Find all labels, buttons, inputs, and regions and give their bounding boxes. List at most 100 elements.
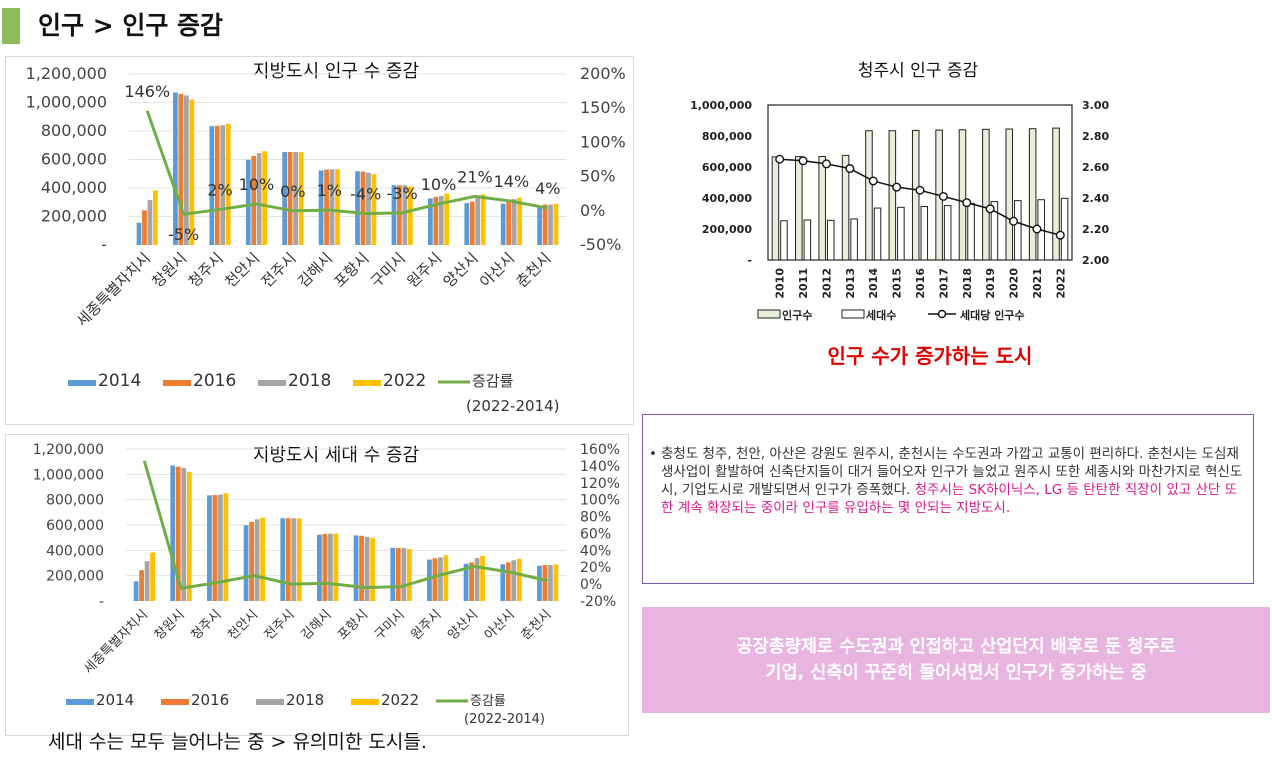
- bar-2014: [245, 159, 251, 245]
- y-tick-label: 1,000,000: [33, 467, 104, 483]
- bar-2018: [328, 533, 333, 601]
- bar-2022: [406, 549, 412, 601]
- y-tick-label: 600,000: [46, 518, 104, 534]
- rate-data-label: -3%: [387, 184, 418, 203]
- x-tick-label: 전주시: [262, 607, 298, 643]
- bar-세대수: [780, 220, 788, 261]
- bar-2022: [225, 123, 231, 245]
- bar-2016: [142, 210, 147, 245]
- summary-line-2: 기업, 신축이 꾸준히 들어서면서 인구가 증가하는 중: [765, 663, 1147, 683]
- bar-인구수: [982, 128, 990, 261]
- household-chart: 지방도시 세대 수 증감 1,200,000 1,000,000 800,000 60…: [33, 442, 620, 727]
- bar-2018: [402, 185, 408, 245]
- bar-인구수: [958, 129, 967, 261]
- bar-2018: [291, 518, 297, 601]
- x-tick-label: 2012: [820, 268, 833, 299]
- bar-세대수: [1060, 197, 1069, 261]
- bar-2022: [480, 194, 486, 245]
- bar-2022: [333, 533, 339, 601]
- rate-data-label: 14%: [494, 172, 530, 191]
- bar-세대수: [990, 201, 999, 261]
- per-household-marker: [775, 154, 785, 164]
- bar-2022: [371, 174, 377, 245]
- x-tick-label: 창원시: [152, 607, 188, 643]
- legend-swatch-세대수: [841, 309, 865, 319]
- bar-2022: [444, 193, 450, 245]
- legend-label: 증감률: [470, 694, 506, 709]
- x-tick-label: 춘천시: [519, 607, 555, 643]
- bar-2022: [189, 99, 195, 246]
- bar-2016: [542, 204, 548, 245]
- rate-data-label: 21%: [457, 167, 493, 186]
- bar-2014: [170, 465, 176, 601]
- per-household-marker: [1009, 216, 1019, 226]
- y-tick-label: 1,200,000: [33, 442, 104, 458]
- bar-2022: [223, 493, 229, 601]
- per-household-marker: [1055, 230, 1065, 240]
- y-tick-label: 200,000: [702, 223, 752, 236]
- x-tick-label: 원주시: [409, 607, 445, 643]
- x-tick-label: 김해시: [299, 607, 335, 643]
- bar-2018: [181, 468, 187, 601]
- y-tick-label: -: [747, 254, 752, 267]
- population-chart: 지방도시 인구 수 증감 1,200,000 1,000,000 800,000 60…: [26, 61, 626, 415]
- x-tick-label: 2010: [774, 268, 787, 299]
- bar-인구수: [865, 130, 873, 261]
- bar-2016: [322, 533, 328, 601]
- y2-tick-label: 3.00: [1082, 99, 1109, 112]
- y-tick-label: 1,000,000: [690, 99, 752, 112]
- x-tick-label: 양산시: [445, 607, 481, 643]
- legend-label: 2022: [383, 371, 426, 391]
- x-tick-label: 청주시: [189, 607, 225, 643]
- y-tick-label: 600,000: [702, 161, 752, 174]
- bar-2018: [183, 95, 189, 245]
- y2-tick-label: 20%: [580, 560, 611, 576]
- x-tick-label: 청주시: [185, 249, 227, 291]
- bar-2018: [144, 561, 150, 601]
- bar-2014: [463, 563, 469, 601]
- legend-swatch-2018: [256, 699, 284, 705]
- bar-2022: [370, 538, 375, 601]
- legend-label: 2016: [191, 691, 229, 709]
- legend-swatch-인구수: [757, 309, 781, 319]
- legend-label: 세대수: [866, 308, 896, 322]
- bar-2022: [516, 558, 522, 601]
- y2-tick-label: 150%: [580, 98, 626, 117]
- legend-swatch-2018: [258, 380, 286, 386]
- bar-2016: [505, 562, 511, 601]
- x-tick-label: 2014: [867, 268, 880, 299]
- bar-2014: [243, 525, 249, 601]
- rate-line: [145, 110, 549, 216]
- bar-2016: [506, 201, 512, 245]
- bar-세대수: [873, 207, 882, 261]
- bar-2016: [214, 125, 220, 245]
- x-tick-label: 2018: [961, 268, 974, 299]
- legend-label: (2022-2014): [464, 712, 545, 727]
- per-household-marker: [1032, 224, 1042, 234]
- legend-label: 2016: [193, 371, 236, 391]
- bar-2014: [391, 185, 397, 245]
- y2-tick-label: 0%: [580, 577, 602, 593]
- legend-label: (2022-2014): [466, 397, 559, 415]
- rate-data-label: 0%: [280, 182, 305, 201]
- description-box: • 충청도 청주, 천안, 아산은 강원도 원주시, 춘천시는 수도권과 가깝고…: [642, 414, 1254, 584]
- bar-2014: [427, 198, 433, 245]
- legend-swatch-marker: [937, 309, 947, 319]
- bar-2022: [553, 564, 559, 601]
- title-accent-bar: [2, 8, 20, 44]
- x-tick-label: 2021: [1031, 268, 1044, 299]
- bar-2022: [335, 169, 340, 245]
- bar-2018: [366, 172, 371, 245]
- x-tick-label: 포항시: [331, 249, 373, 291]
- y-tick-label: 200,000: [41, 207, 107, 226]
- bar-2014: [427, 559, 432, 601]
- bar-2018: [256, 153, 262, 245]
- y2-tick-label: 40%: [580, 543, 611, 559]
- bar-2014: [318, 170, 324, 245]
- y2-tick-label: 2.80: [1082, 130, 1109, 143]
- description-text: 충청도 청주, 천안, 아산은 강원도 원주시, 춘천시는 수도권과 가깝고 교…: [661, 446, 1243, 498]
- bar-2014: [500, 564, 506, 601]
- summary-box: 공장총량제로 수도권과 인접하고 산업단지 배후로 둔 청주로 기업, 신축이 …: [642, 607, 1270, 713]
- bar-2014: [282, 151, 288, 245]
- bar-2016: [212, 495, 218, 601]
